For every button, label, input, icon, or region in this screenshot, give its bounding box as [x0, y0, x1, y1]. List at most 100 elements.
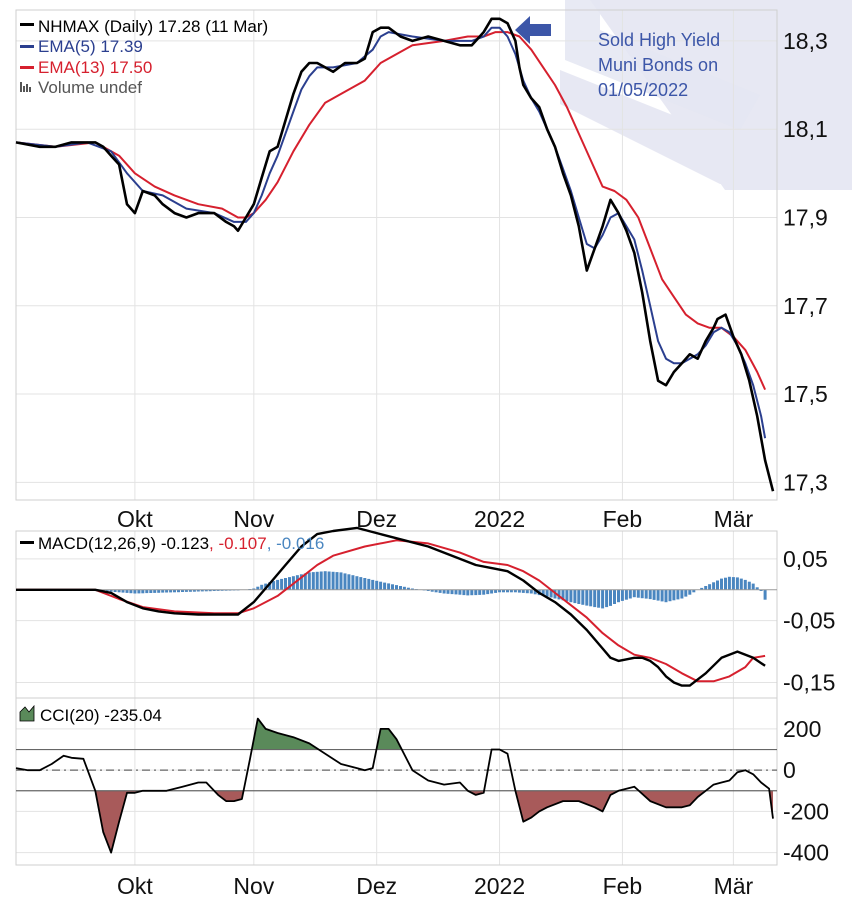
price-series	[15, 17, 775, 492]
histogram-bar	[763, 589, 767, 600]
histogram-bar	[613, 589, 616, 604]
histogram-bar	[315, 571, 319, 590]
histogram-bar	[743, 579, 747, 590]
legend-swatch-macd	[20, 541, 34, 544]
histogram-bar	[109, 589, 113, 592]
histogram-bar	[200, 589, 204, 592]
y-tick-price-17-9: 17,9	[783, 204, 828, 230]
histogram-bar	[113, 589, 117, 592]
histogram-bar	[173, 589, 176, 593]
histogram-bar	[220, 589, 224, 591]
annotation-line-1: Sold High Yield	[598, 30, 720, 50]
histogram-bar	[295, 575, 299, 590]
histogram-bar	[280, 578, 284, 590]
histogram-bar	[446, 589, 450, 594]
histogram-bar	[141, 589, 145, 594]
y-tick-macd-0-15: -0,15	[783, 670, 835, 696]
histogram-bar	[739, 578, 743, 590]
histogram-bar	[387, 583, 391, 590]
macd-grid	[16, 531, 777, 698]
histogram-bar	[256, 586, 260, 590]
histogram-bar	[664, 589, 668, 603]
histogram-bar	[628, 589, 632, 599]
histogram-bar	[561, 589, 565, 601]
histogram-bar	[755, 587, 759, 590]
histogram-bar	[509, 589, 513, 593]
histogram-bar	[355, 576, 359, 590]
x-tick-bottom-okt: Okt	[117, 873, 153, 899]
x-tick-top-dez: Dez	[356, 506, 397, 532]
x-tick-bottom-dez: Dez	[356, 873, 397, 899]
histogram-bar	[133, 589, 137, 594]
cci-series	[15, 717, 774, 854]
histogram-bar	[581, 589, 585, 605]
watermark-shape-2	[565, 0, 760, 130]
price-panel-frame	[15, 9, 778, 501]
legend-hist-value: , -0.016	[267, 534, 325, 553]
histogram-bar	[680, 589, 684, 599]
histogram-bar	[545, 589, 549, 597]
histogram-bar	[351, 575, 355, 590]
histogram-bar	[402, 586, 406, 590]
y-tick-price-17-7: 17,7	[783, 293, 828, 319]
histogram-bar	[252, 588, 256, 590]
volume-icon	[20, 82, 31, 92]
y-tick-macd-0-05: 0,05	[783, 546, 828, 572]
histogram-bar	[375, 580, 379, 590]
histogram-bar	[331, 571, 335, 590]
y-tick-macd-0-05: -0,05	[783, 608, 835, 634]
histogram-bar	[466, 589, 470, 596]
histogram-bar	[105, 589, 109, 592]
histogram-bar	[288, 577, 291, 590]
histogram-bar	[624, 589, 628, 600]
histogram-bar	[367, 578, 371, 590]
histogram-bar	[311, 572, 315, 590]
histogram-bar	[541, 589, 545, 596]
histogram-bar	[652, 589, 656, 600]
histogram-bar	[438, 589, 442, 593]
macd-legend: MACD(12,26,9) -0.123, -0.107, -0.016	[20, 534, 324, 553]
legend-ema5: EMA(5) 17.39	[38, 37, 143, 56]
legend-signal-value: , -0.107	[209, 534, 267, 553]
histogram-bar	[335, 572, 339, 590]
legend-volume: Volume undef	[38, 78, 142, 97]
histogram-bar	[117, 589, 121, 593]
histogram-bar	[688, 589, 692, 595]
histogram-bar	[724, 577, 727, 590]
histogram-bar	[319, 571, 323, 590]
histogram-bar	[145, 589, 149, 594]
histogram-bar	[751, 583, 755, 590]
histogram-bar	[161, 589, 165, 593]
histogram-bar	[708, 584, 712, 590]
histogram-bar	[521, 589, 525, 593]
histogram-bar	[692, 589, 696, 593]
histogram-bar	[399, 586, 402, 590]
histogram-bar	[577, 589, 581, 604]
histogram-bar	[430, 589, 434, 592]
histogram-bar	[208, 589, 212, 592]
histogram-bar	[644, 589, 648, 599]
x-tick-top-m-r: Mär	[714, 506, 754, 532]
macd-histogram	[16, 571, 777, 609]
histogram-bar	[573, 589, 577, 604]
histogram-bar	[720, 578, 723, 590]
histogram-bar	[525, 589, 529, 594]
price-grid	[16, 10, 777, 500]
histogram-bar	[731, 577, 735, 590]
price-legend: NHMAX (Daily) 17.28 (11 Mar) EMA(5) 17.3…	[20, 17, 268, 97]
legend-ema13: EMA(13) 17.50	[38, 58, 152, 77]
legend-swatch-ema13	[20, 66, 34, 69]
histogram-bar	[593, 589, 597, 608]
cci-legend: CCI(20) -235.04	[19, 704, 162, 725]
y-tick-cci-0: 0	[783, 757, 796, 783]
y-tick-price-17-3: 17,3	[783, 469, 828, 495]
histogram-bar	[605, 589, 609, 608]
histogram-bar	[181, 589, 184, 592]
histogram-bar	[700, 587, 704, 590]
histogram-bar	[383, 582, 387, 590]
histogram-bar	[192, 589, 196, 592]
histogram-bar	[597, 589, 601, 608]
histogram-bar	[299, 574, 303, 590]
histogram-bar	[668, 589, 672, 602]
